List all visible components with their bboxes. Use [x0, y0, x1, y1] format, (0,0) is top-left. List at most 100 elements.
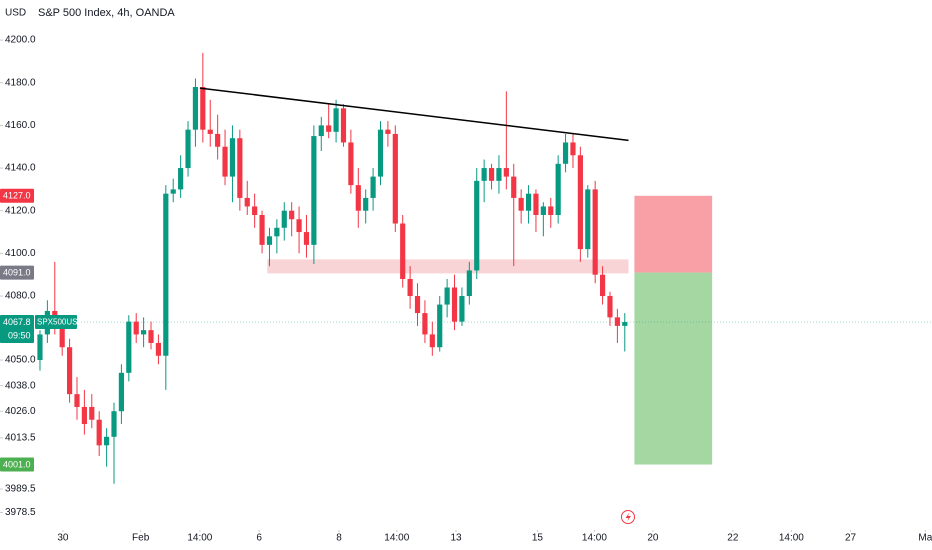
candle-body	[59, 325, 65, 348]
candle-body	[437, 304, 443, 348]
target-tag: 4001.0	[3, 459, 31, 469]
candle-body	[222, 146, 228, 177]
y-tick-label: 3989.5	[5, 484, 36, 495]
y-tick-label: 4140.0	[5, 163, 36, 174]
candle-body	[118, 372, 124, 412]
candle-body	[66, 347, 73, 395]
candle-body	[333, 108, 339, 132]
candle-body	[562, 142, 569, 164]
candle-body	[533, 193, 539, 215]
last-price-tag: 4067.8	[3, 317, 31, 327]
candle-body	[141, 330, 147, 335]
y-tick-label: 4180.0	[5, 77, 36, 88]
y-tick-label: 4200.0	[5, 35, 36, 46]
stop-area	[634, 195, 713, 273]
candle-body	[207, 129, 213, 134]
candle-body	[178, 168, 184, 190]
x-tick-label: 22	[727, 533, 739, 544]
candle-body	[111, 411, 117, 437]
x-tick-label: 14:00	[779, 533, 804, 544]
last-price-tag-bg	[0, 315, 34, 344]
x-tick-label: 6	[256, 533, 262, 544]
candle-body	[192, 87, 199, 130]
x-tick-label: Feb	[132, 533, 150, 544]
candle-body	[444, 287, 450, 305]
x-tick-label: 14:00	[187, 533, 212, 544]
candle-body	[37, 334, 43, 361]
candle-body	[229, 138, 236, 177]
y-tick-label: 4080.0	[5, 291, 36, 302]
candle-body	[303, 232, 310, 245]
y-tick-label: 4100.0	[5, 248, 36, 259]
candle-body	[481, 168, 487, 181]
candle-body	[74, 394, 80, 407]
candle-body	[363, 197, 369, 211]
candle-body	[318, 125, 324, 137]
candle-body	[422, 313, 428, 335]
currency: USD	[5, 8, 26, 19]
support-zone	[267, 259, 629, 274]
x-tick-label: 14:00	[582, 533, 607, 544]
candle-body	[266, 236, 273, 245]
candle-body	[348, 142, 354, 186]
candle-body	[385, 129, 391, 134]
candle-body	[185, 129, 191, 169]
candle-body	[215, 133, 221, 147]
candle-body	[511, 176, 517, 198]
candle-body	[155, 342, 162, 356]
x-tick-label: 13	[450, 533, 462, 544]
candle-body	[237, 138, 243, 198]
candle-body	[429, 334, 435, 348]
candle-body	[614, 317, 620, 326]
candle-body	[488, 168, 495, 181]
candle-body	[407, 278, 413, 297]
candle-body	[370, 176, 376, 198]
entry-tag: 4091.0	[3, 267, 31, 277]
x-tick-label: 8	[336, 533, 342, 544]
x-tick-label: 30	[57, 533, 69, 544]
stop-tag-bg	[0, 188, 34, 203]
candle-body	[355, 185, 361, 211]
y-tick-label: 4120.0	[5, 205, 36, 216]
target-tag-bg	[0, 457, 34, 472]
candle-body	[607, 296, 613, 318]
symbol-tag: SPX500USD	[37, 318, 83, 327]
candle-body	[496, 168, 502, 181]
candle-body	[281, 210, 287, 228]
candle-body	[126, 321, 132, 373]
y-tick-label: 4026.0	[5, 406, 36, 417]
alert-icon[interactable]	[621, 510, 635, 524]
candle-body	[133, 321, 139, 335]
candle-body	[148, 330, 154, 343]
symbol-tag-bg	[35, 315, 77, 330]
candle-body	[548, 206, 554, 215]
candle-body	[540, 206, 546, 215]
candle-body	[555, 163, 561, 215]
candle-body	[252, 206, 258, 215]
candle-body	[326, 125, 332, 132]
candle-body	[244, 197, 250, 207]
candle-body	[451, 287, 458, 322]
y-tick-label: 4038.0	[5, 380, 36, 391]
x-tick-label: 20	[647, 533, 659, 544]
candle-body	[570, 142, 576, 156]
candle-body	[459, 296, 465, 322]
x-tick-label: 27	[845, 533, 857, 544]
candle-body	[392, 133, 398, 224]
candle-body	[518, 197, 524, 211]
chart-title: S&P 500 Index, 4h, OANDA	[38, 7, 175, 19]
candle-body	[170, 189, 176, 194]
stop-tag: 4127.0	[3, 191, 31, 201]
countdown: 09:50	[8, 330, 31, 340]
candle-body	[622, 322, 628, 326]
candle-body	[104, 436, 110, 446]
candle-body	[585, 189, 591, 250]
candle-body	[592, 189, 598, 275]
x-tick-label: 15	[532, 533, 544, 544]
candle-body	[525, 193, 532, 211]
candle-body	[163, 193, 169, 356]
y-tick-label: 4050.0	[5, 355, 36, 366]
target-area	[634, 272, 713, 465]
candle-body	[577, 155, 583, 250]
